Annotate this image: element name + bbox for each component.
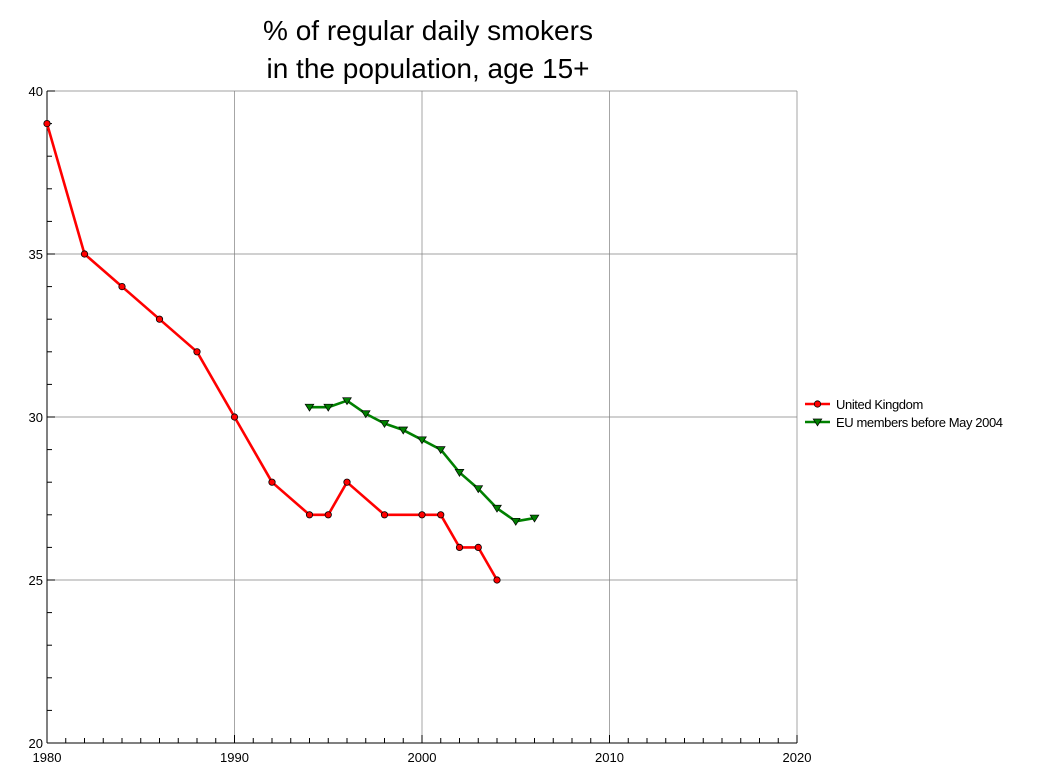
data-point <box>230 413 239 421</box>
x-tick-label: 2020 <box>783 750 812 765</box>
data-point <box>305 511 314 519</box>
data-point <box>80 250 89 258</box>
x-tick-label: 1980 <box>33 750 62 765</box>
legend-marker <box>813 400 822 408</box>
data-point <box>155 315 164 323</box>
data-point <box>474 543 482 552</box>
legend-label-1: EU members before May 2004 <box>836 415 1003 430</box>
data-point <box>529 514 540 523</box>
data-point <box>360 410 371 419</box>
data-point <box>343 478 351 486</box>
legend-label-0: United Kingdom <box>836 397 923 412</box>
data-point <box>379 420 390 429</box>
data-point <box>437 511 445 519</box>
data-point <box>492 504 502 513</box>
y-tick-label: 35 <box>29 247 43 262</box>
data-point <box>323 403 334 412</box>
data-point <box>380 511 389 519</box>
grid <box>47 90 798 743</box>
data-point <box>342 397 352 406</box>
x-tick-label: 1990 <box>220 750 249 765</box>
x-tick-label: 2000 <box>408 750 437 765</box>
data-point <box>510 517 521 526</box>
y-tick-label: 20 <box>29 736 43 751</box>
data-point <box>324 511 332 519</box>
data-point <box>304 403 315 412</box>
chart-title-line-2: in the population, age 15+ <box>266 53 589 84</box>
data-point <box>455 543 464 552</box>
x-tick-label: 2010 <box>595 750 624 765</box>
data-point <box>493 576 501 584</box>
data-point <box>435 446 446 455</box>
chart-title-line-1: % of regular daily smokers <box>263 15 593 46</box>
data-point <box>268 478 276 486</box>
legend-marker <box>812 418 823 427</box>
data-point <box>473 485 484 494</box>
data-point <box>417 436 427 445</box>
y-tick-label: 30 <box>29 410 43 425</box>
data-point <box>454 469 465 477</box>
data-point <box>418 511 426 519</box>
y-tick-label: 40 <box>29 84 43 99</box>
data-point <box>118 282 126 291</box>
data-point <box>398 426 409 435</box>
data-point <box>43 120 51 128</box>
series-group <box>43 120 540 584</box>
series-line-0 <box>45 123 499 581</box>
y-tick-label: 25 <box>29 573 43 588</box>
data-point <box>193 348 201 356</box>
legend: United Kingdom EU members before May 2004 <box>805 397 1003 430</box>
